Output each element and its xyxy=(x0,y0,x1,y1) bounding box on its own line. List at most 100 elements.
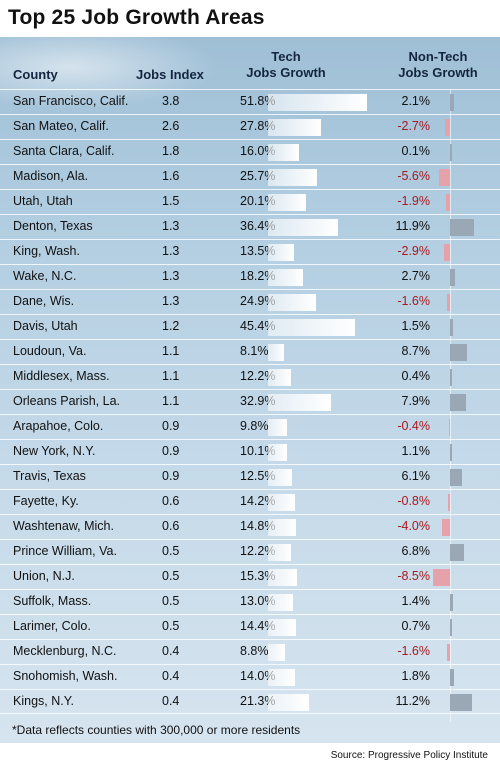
tech-growth-label: 45.4% xyxy=(240,319,276,333)
table-row: Santa Clara, Calif. 1.8 16.0% 0.1% xyxy=(0,139,500,164)
nontech-growth-bar xyxy=(446,294,450,311)
tech-growth-bar xyxy=(268,619,296,636)
county-name: Fayette, Ky. xyxy=(13,494,79,508)
table-row: Utah, Utah 1.5 20.1% -1.9% xyxy=(0,189,500,214)
county-name: Kings, N.Y. xyxy=(13,694,74,708)
nontech-growth-bar xyxy=(450,269,456,286)
nontech-growth-label: -2.7% xyxy=(397,119,430,133)
county-name: Santa Clara, Calif. xyxy=(13,144,115,158)
tech-growth-label: 13.0% xyxy=(240,594,276,608)
source-note: Source: Progressive Policy Institute xyxy=(330,750,488,761)
county-name: Arapahoe, Colo. xyxy=(13,419,104,433)
tech-growth-bar xyxy=(268,569,298,586)
table-row: Wake, N.C. 1.3 18.2% 2.7% xyxy=(0,264,500,289)
table-row: Denton, Texas 1.3 36.4% 11.9% xyxy=(0,214,500,239)
chart-title: Top 25 Job Growth Areas xyxy=(8,6,265,29)
nontech-growth-label: -1.6% xyxy=(397,294,430,308)
table-body: San Francisco, Calif. 3.8 51.8% 2.1% San Mat… xyxy=(0,89,500,714)
tech-growth-label: 32.9% xyxy=(240,394,276,408)
jobs-index-value: 1.3 xyxy=(162,219,180,233)
county-name: Madison, Ala. xyxy=(13,169,89,183)
table-row: Orleans Parish, La. 1.1 32.9% 7.9% xyxy=(0,389,500,414)
table-row: New York, N.Y. 0.9 10.1% 1.1% xyxy=(0,439,500,464)
county-name: Prince William, Va. xyxy=(13,544,117,558)
tech-growth-label: 18.2% xyxy=(240,269,276,283)
jobs-index-value: 1.3 xyxy=(162,244,180,258)
jobs-index-value: 0.6 xyxy=(162,519,180,533)
header-jobs-index: Jobs Index xyxy=(136,67,204,82)
table-row: Kings, N.Y. 0.4 21.3% 11.2% xyxy=(0,689,500,714)
county-name: Union, N.J. xyxy=(13,569,75,583)
tech-growth-label: 12.2% xyxy=(240,369,276,383)
nontech-growth-label: 6.8% xyxy=(401,544,431,558)
tech-growth-bar xyxy=(268,119,322,136)
jobs-index-value: 1.3 xyxy=(162,269,180,283)
table-row: King, Wash. 1.3 13.5% -2.9% xyxy=(0,239,500,264)
nontech-growth-bar xyxy=(444,244,450,261)
nontech-growth-label: 1.8% xyxy=(401,669,431,683)
jobs-index-value: 1.1 xyxy=(162,394,180,408)
tech-growth-bar xyxy=(268,344,284,361)
county-name: San Mateo, Calif. xyxy=(13,119,109,133)
tech-growth-bar xyxy=(268,369,292,386)
tech-growth-bar xyxy=(268,444,288,461)
tech-growth-label: 14.4% xyxy=(240,619,276,633)
header-nontech-growth: Non-Tech Jobs Growth xyxy=(378,49,498,81)
table-row: Travis, Texas 0.9 12.5% 6.1% xyxy=(0,464,500,489)
nontech-growth-label: 7.9% xyxy=(401,394,431,408)
tech-growth-bar xyxy=(268,519,297,536)
jobs-index-value: 0.9 xyxy=(162,419,180,433)
nontech-growth-label: -2.9% xyxy=(397,244,430,258)
tech-growth-label: 8.8% xyxy=(240,644,269,658)
jobs-index-value: 2.6 xyxy=(162,119,180,133)
nontech-growth-label: 11.2% xyxy=(395,694,430,708)
county-name: King, Wash. xyxy=(13,244,80,258)
nontech-growth-label: -5.6% xyxy=(397,169,430,183)
jobs-index-value: 0.5 xyxy=(162,544,180,558)
jobs-index-value: 0.4 xyxy=(162,694,180,708)
nontech-growth-bar xyxy=(450,219,474,236)
table-row: Fayette, Ky. 0.6 14.2% -0.8% xyxy=(0,489,500,514)
table-row: Madison, Ala. 1.6 25.7% -5.6% xyxy=(0,164,500,189)
table-row: Snohomish, Wash. 0.4 14.0% 1.8% xyxy=(0,664,500,689)
nontech-growth-label: -0.4% xyxy=(397,419,430,433)
tech-growth-bar xyxy=(268,669,295,686)
nontech-growth-bar xyxy=(450,319,453,336)
tech-growth-bar xyxy=(268,319,355,336)
county-name: Mecklenburg, N.C. xyxy=(13,644,117,658)
nontech-growth-bar xyxy=(450,469,463,486)
jobs-index-value: 0.9 xyxy=(162,469,180,483)
nontech-growth-bar xyxy=(450,144,452,161)
header-tech-line2: Jobs Growth xyxy=(246,65,326,80)
nontech-growth-label: -0.8% xyxy=(397,494,430,508)
nontech-growth-bar xyxy=(450,369,452,386)
jobs-index-value: 1.1 xyxy=(162,344,180,358)
nontech-growth-label: 0.4% xyxy=(401,369,431,383)
nontech-growth-label: -8.5% xyxy=(397,569,430,583)
nontech-growth-label: 1.4% xyxy=(401,594,431,608)
tech-growth-bar xyxy=(268,644,285,661)
county-name: Denton, Texas xyxy=(13,219,93,233)
table-row: Arapahoe, Colo. 0.9 9.8% -0.4% xyxy=(0,414,500,439)
county-name: Utah, Utah xyxy=(13,194,73,208)
tech-growth-bar xyxy=(268,269,303,286)
header-nontech-line2: Jobs Growth xyxy=(398,65,478,80)
tech-growth-bar xyxy=(268,169,318,186)
jobs-index-value: 1.1 xyxy=(162,369,180,383)
table-row: Mecklenburg, N.C. 0.4 8.8% -1.6% xyxy=(0,639,500,664)
county-name: Travis, Texas xyxy=(13,469,86,483)
jobs-index-value: 1.8 xyxy=(162,144,180,158)
county-name: Suffolk, Mass. xyxy=(13,594,92,608)
tech-growth-label: 36.4% xyxy=(240,219,276,233)
nontech-growth-label: 8.7% xyxy=(401,344,431,358)
nontech-growth-bar xyxy=(450,619,452,636)
table-row: Dane, Wis. 1.3 24.9% -1.6% xyxy=(0,289,500,314)
tech-growth-label: 51.8% xyxy=(240,94,276,108)
county-name: Snohomish, Wash. xyxy=(13,669,118,683)
jobs-index-value: 0.4 xyxy=(162,669,180,683)
table-row: Larimer, Colo. 0.5 14.4% 0.7% xyxy=(0,614,500,639)
tech-growth-label: 14.0% xyxy=(240,669,276,683)
nontech-growth-label: 1.1% xyxy=(401,444,431,458)
nontech-growth-bar xyxy=(450,344,468,361)
